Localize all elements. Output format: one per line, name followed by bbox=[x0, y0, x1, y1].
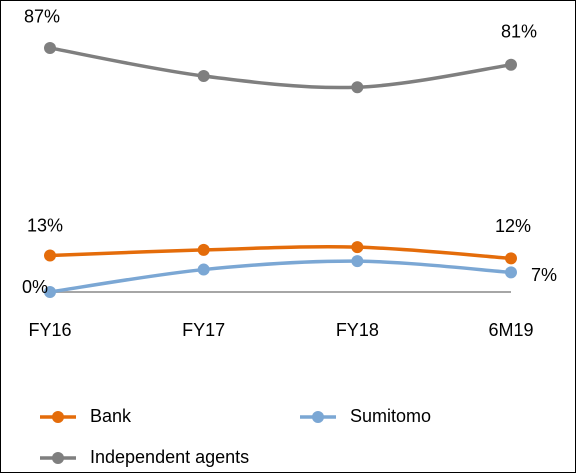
legend-marker bbox=[312, 411, 324, 423]
x-tick-label: FY17 bbox=[182, 320, 225, 340]
point bbox=[351, 255, 364, 268]
data-label: 0% bbox=[22, 277, 48, 297]
point bbox=[505, 58, 517, 71]
x-tick-label: 6M19 bbox=[488, 320, 533, 340]
point bbox=[505, 252, 517, 265]
legend-label: Independent agents bbox=[90, 447, 249, 467]
legend-marker bbox=[52, 452, 64, 464]
data-label: 13% bbox=[27, 215, 63, 235]
point bbox=[197, 70, 210, 83]
point bbox=[44, 41, 56, 54]
series-line bbox=[49, 245, 512, 261]
data-label: 7% bbox=[531, 265, 557, 285]
data-label: 87% bbox=[24, 7, 60, 27]
point bbox=[44, 286, 56, 298]
series-line bbox=[49, 259, 512, 294]
x-tick-label: FY16 bbox=[28, 320, 71, 340]
series-line bbox=[49, 46, 512, 90]
legend-label: Sumitomo bbox=[350, 406, 431, 426]
point bbox=[197, 263, 210, 276]
data-label: 12% bbox=[495, 216, 531, 236]
data-label: 81% bbox=[501, 22, 537, 42]
point bbox=[44, 249, 56, 262]
point bbox=[351, 81, 364, 94]
x-tick-label: FY18 bbox=[336, 320, 379, 340]
point bbox=[197, 243, 210, 256]
point bbox=[351, 241, 364, 254]
point bbox=[505, 266, 517, 279]
legend-label: Bank bbox=[90, 406, 132, 426]
legend-marker bbox=[52, 411, 64, 423]
